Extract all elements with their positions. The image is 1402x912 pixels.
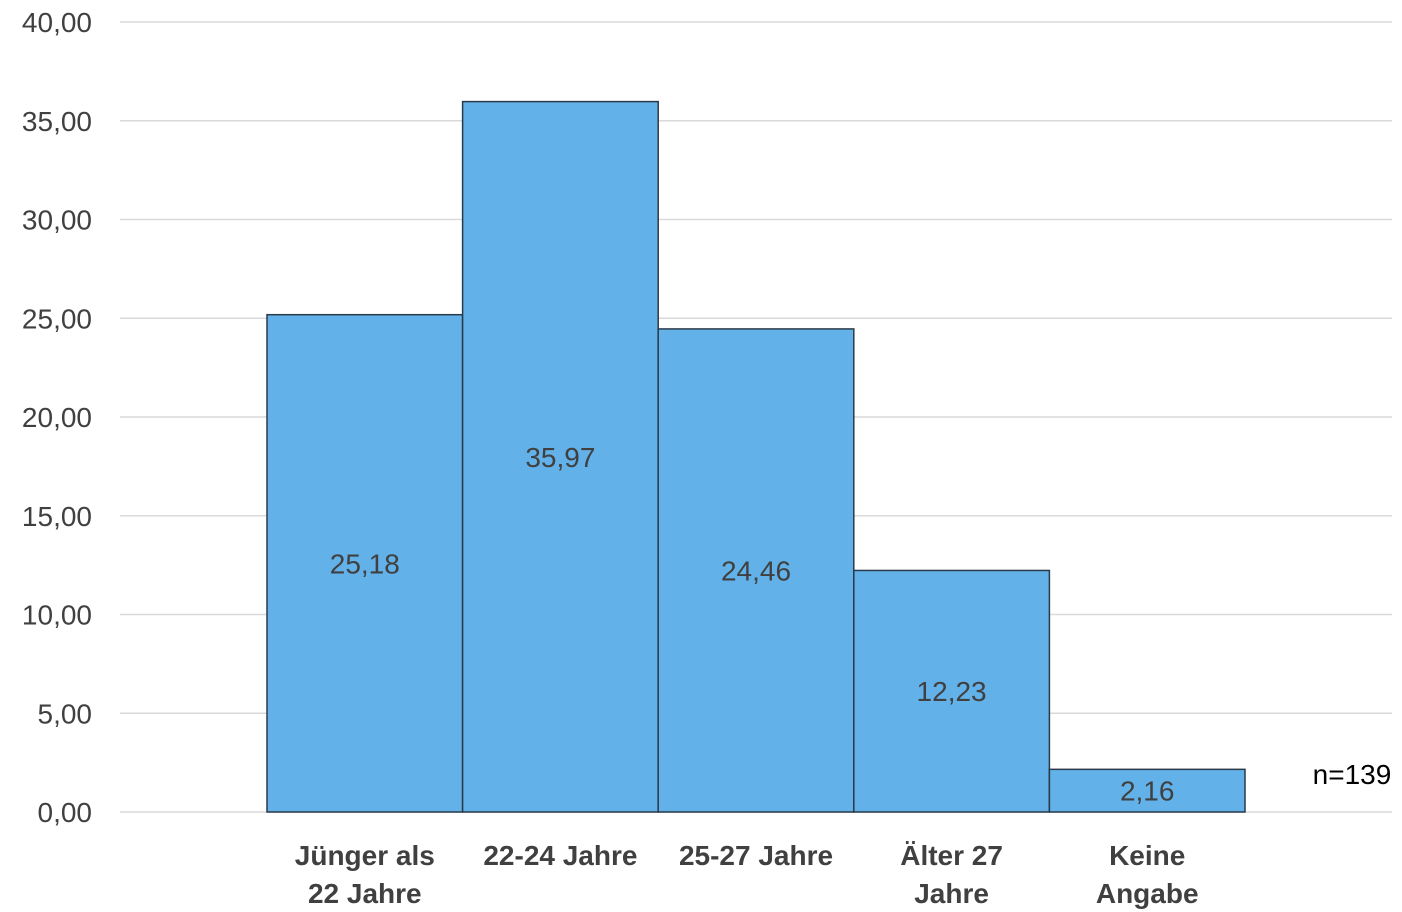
data-label: 25,18 xyxy=(330,548,400,579)
data-label: 24,46 xyxy=(721,555,791,586)
category-label: Älter 27 Jahre xyxy=(900,840,1003,909)
data-labels: 25,18 35,97 24,46 12,23 2,16 xyxy=(330,442,1175,807)
category-label: 22-24 Jahre xyxy=(483,840,637,871)
bar xyxy=(461,100,659,813)
y-axis-tick-labels: 0,00 5,00 10,00 15,00 20,00 25,00 30,00 35,00 40… xyxy=(22,7,92,828)
y-tick-label: 25,00 xyxy=(22,303,92,334)
sample-size-annotation: n=139 xyxy=(1313,759,1392,790)
y-tick-label: 5,00 xyxy=(38,698,93,729)
y-tick-label: 40,00 xyxy=(22,7,92,38)
y-tick-label: 0,00 xyxy=(38,797,93,828)
y-tick-label: 10,00 xyxy=(22,600,92,631)
bar xyxy=(657,328,855,813)
category-label: 25-27 Jahre xyxy=(679,840,833,871)
bars xyxy=(266,100,1246,813)
y-tick-label: 30,00 xyxy=(22,205,92,236)
bar xyxy=(853,569,1051,813)
data-label: 12,23 xyxy=(917,676,987,707)
category-label: Jünger als 22 Jahre xyxy=(295,840,435,909)
category-labels: Jünger als 22 Jahre 22-24 Jahre 25-27 Jahre… xyxy=(295,840,1199,909)
y-tick-label: 35,00 xyxy=(22,106,92,137)
data-label: 2,16 xyxy=(1120,776,1175,807)
y-tick-label: 20,00 xyxy=(22,402,92,433)
category-label: Keine Angabe xyxy=(1096,840,1199,909)
data-label: 35,97 xyxy=(525,442,595,473)
bar xyxy=(1048,768,1246,813)
y-tick-label: 15,00 xyxy=(22,501,92,532)
